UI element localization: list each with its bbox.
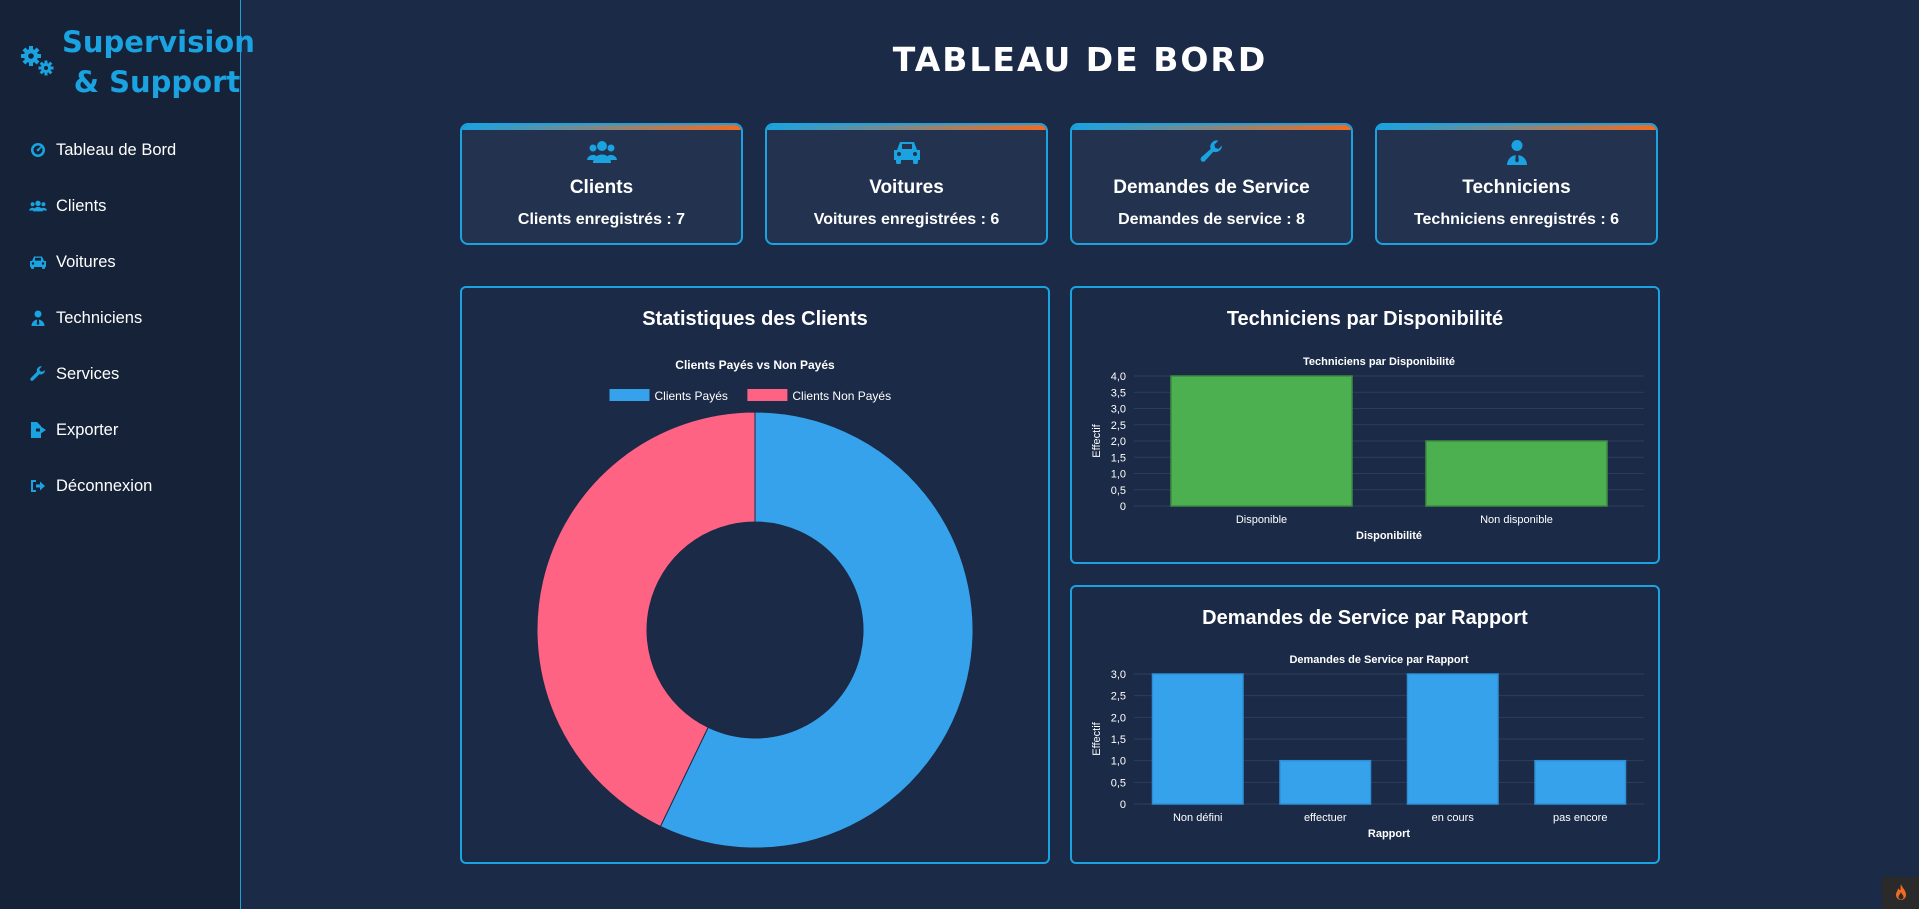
car-icon [29,253,47,271]
stat-card-demandes-de-service[interactable]: Demandes de Service Demandes de service … [1070,123,1353,245]
chart-title: Demandes de Service par Rapport [1289,654,1468,666]
legend-label[interactable]: Clients Non Payés [792,389,891,403]
y-tick-label: 2,5 [1111,420,1126,432]
y-tick-label: 1,5 [1111,734,1126,746]
flame-icon[interactable] [1882,877,1919,909]
y-tick-label: 2,0 [1111,712,1126,724]
x-tick-label: pas encore [1553,812,1607,824]
stat-card-techniciens[interactable]: Techniciens Techniciens enregistrés : 6 [1375,123,1658,245]
bar[interactable] [1406,673,1499,805]
sidebar-item-label: Voitures [56,252,116,271]
sidebar-item-services[interactable]: Services [0,346,240,402]
panel-title: Statistiques des Clients [642,308,868,330]
bar[interactable] [1425,440,1608,507]
x-tick-label: Disponible [1236,514,1287,526]
gauge-icon [29,141,47,159]
page-title: TABLEAU DE BORD [892,40,1268,79]
legend-swatch[interactable] [609,389,650,401]
y-tick-label: 1,5 [1111,452,1126,464]
card-title: Clients [569,177,634,198]
car-icon [893,142,920,164]
y-tick-label: 1,0 [1111,756,1126,768]
y-axis-label: Effectif [1091,721,1103,755]
x-axis-label: Disponibilité [1356,530,1422,542]
chart-title: Clients Payés vs Non Payés [675,358,835,372]
service-requests-bar-chart: Demandes de Service par Rapport 0 0,5 1,0 1,… [1091,654,1644,840]
user-tie-icon [29,309,47,327]
sidebar-nav: Tableau de Bord Clients Voitures Technic… [0,122,240,514]
card-title: Demandes de Service [1113,177,1310,198]
bar[interactable] [1534,759,1627,805]
panel-technicians-availability: Techniciens par Disponibilité Technicien… [1070,286,1660,564]
chart-title: Techniciens par Disponibilité [1303,356,1455,368]
x-tick-label: en cours [1432,812,1475,824]
x-tick-label: Non disponible [1480,514,1553,526]
users-icon [586,141,617,163]
y-tick-label: 0,5 [1111,485,1126,497]
sidebar-item-label: Déconnexion [56,476,153,495]
y-tick-label: 0,5 [1111,777,1126,789]
sidebar-item-exporter[interactable]: Exporter [0,402,240,458]
sidebar: Supervision & Support Tableau de Bord Cl… [0,0,255,909]
y-tick-label: 0 [1120,501,1126,513]
wrench-icon [29,365,47,383]
sidebar-item-tableau-de-bord[interactable]: Tableau de Bord [0,122,240,178]
sidebar-item-deconnexion[interactable]: Déconnexion [0,458,240,514]
panel-service-requests: Demandes de Service par Rapport Demandes… [1070,585,1660,864]
y-tick-label: 3,5 [1111,387,1126,399]
legend-swatch[interactable] [747,389,788,401]
card-value: Voitures enregistrées : 6 [813,211,1000,228]
panel-client-stats: Statistiques des Clients Clients Payés v… [460,286,1050,864]
card-value: Clients enregistrés : 7 [517,211,686,228]
doughnut-slice[interactable] [536,411,756,828]
card-value: Demandes de service : 8 [1118,211,1305,228]
users-icon [29,197,47,215]
stat-card-voitures[interactable]: Voitures Voitures enregistrées : 6 [765,123,1048,245]
sidebar-item-label: Tableau de Bord [56,140,177,159]
y-axis-label: Effectif [1091,423,1103,457]
panel-title: Demandes de Service par Rapport [1202,607,1528,629]
user-tie-icon [1506,140,1527,165]
x-tick-label: Non défini [1173,812,1223,824]
doughnut-slice[interactable] [659,411,974,849]
brand[interactable]: Supervision & Support [18,22,255,102]
y-tick-label: 3,0 [1111,404,1126,416]
card-title: Techniciens [1462,177,1571,198]
gears-icon [21,46,54,76]
sidebar-item-label: Services [56,364,120,383]
panel-title: Techniciens par Disponibilité [1226,308,1504,330]
bar[interactable] [1279,759,1372,805]
brand-title: Supervision & Support [62,25,255,99]
x-axis-label: Rapport [1368,828,1411,840]
card-value: Techniciens enregistrés : 6 [1413,211,1620,228]
y-tick-label: 0 [1120,799,1126,811]
x-tick-label: effectuer [1304,812,1347,824]
sidebar-item-label: Techniciens [56,308,143,327]
technicians-bar-chart: Techniciens par Disponibilité 0 0,5 1,0 1,5 2… [1091,356,1644,542]
bar[interactable] [1170,375,1353,507]
y-tick-label: 2,5 [1111,691,1126,703]
y-tick-label: 2,0 [1111,436,1126,448]
stat-card-clients[interactable]: Clients Clients enregistrés : 7 [460,123,743,245]
y-tick-label: 4,0 [1111,371,1126,383]
sidebar-item-voitures[interactable]: Voitures [0,234,240,290]
legend-label[interactable]: Clients Payés [655,389,728,403]
sidebar-item-clients[interactable]: Clients [0,178,240,234]
clients-doughnut-chart: Clients Payés vs Non Payés Clients Payés… [536,358,974,849]
sidebar-item-label: Clients [56,196,107,215]
wrench-icon [1200,140,1222,162]
sign-out-icon [29,477,47,495]
file-export-icon [29,421,47,439]
bar[interactable] [1151,673,1244,805]
sidebar-item-techniciens[interactable]: Techniciens [0,290,240,346]
y-tick-label: 3,0 [1111,669,1126,681]
card-title: Voitures [869,177,944,198]
sidebar-item-label: Exporter [56,420,119,439]
y-tick-label: 1,0 [1111,469,1126,481]
